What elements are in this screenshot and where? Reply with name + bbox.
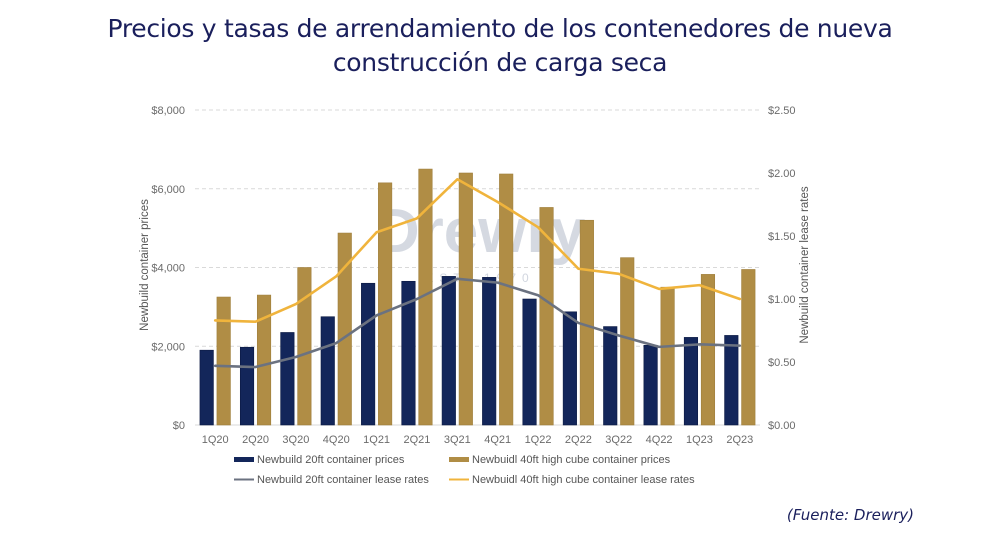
bar-20ft-price bbox=[724, 335, 739, 426]
watermark: Drewry EST. 1970 bbox=[375, 197, 586, 285]
bar-40ft-price bbox=[539, 207, 554, 426]
watermark-subtext: EST. 1970 bbox=[425, 271, 534, 285]
x-tick-label: 2Q20 bbox=[242, 434, 269, 446]
bars bbox=[199, 168, 756, 426]
x-tick-label: 1Q23 bbox=[686, 434, 713, 446]
chart-title: Precios y tasas de arrendamiento de los … bbox=[0, 12, 1000, 80]
bar-40ft-price bbox=[579, 219, 594, 426]
x-tick-label: 3Q21 bbox=[444, 434, 471, 446]
bar-40ft-price bbox=[297, 267, 312, 426]
x-axis: 1Q20 2Q20 3Q20 4Q20 1Q21 2Q21 3Q21 4Q21 1Q22 2Q22… bbox=[202, 434, 754, 446]
legend-swatch bbox=[449, 457, 469, 462]
bar-40ft-price bbox=[660, 286, 675, 426]
legend-item-20ft-prices: Newbuild 20ft container prices bbox=[234, 454, 405, 466]
bar-20ft-price bbox=[603, 326, 618, 426]
bar-20ft-price bbox=[239, 346, 255, 426]
bar-20ft-price bbox=[441, 276, 456, 426]
y-tick-label: $2,000 bbox=[151, 341, 185, 353]
chart-title-line-2: construcción de carga seca bbox=[332, 48, 668, 77]
y2-tick-label: $2.00 bbox=[768, 168, 796, 180]
y-tick-label: $8,000 bbox=[151, 105, 185, 117]
y-axis-right-title: Newbuild container lease rates bbox=[799, 186, 811, 344]
line-20ft-lease-rate bbox=[213, 277, 742, 369]
bar-20ft-price bbox=[401, 280, 416, 426]
legend-label: Newbuild 20ft container prices bbox=[257, 454, 405, 466]
y2-tick-label: $2.50 bbox=[768, 105, 796, 117]
x-tick-label: 4Q21 bbox=[484, 434, 511, 446]
y-tick-label: $6,000 bbox=[151, 184, 185, 196]
bar-40ft-price bbox=[458, 172, 473, 426]
y2-tick-label: $0.50 bbox=[768, 357, 796, 369]
x-tick-label: 3Q20 bbox=[282, 434, 309, 446]
watermark-text: Drewry bbox=[375, 197, 586, 266]
legend-item-40ft-lease-rates: Newbuidl 40ft high cube container lease … bbox=[449, 474, 695, 486]
gridlines bbox=[195, 109, 760, 426]
y-axis-left: $0 $2,000 $4,000 $6,000 $8,000 bbox=[151, 105, 185, 432]
legend-label: Newbuidl 40ft high cube container prices bbox=[472, 454, 671, 466]
x-tick-label: 2Q23 bbox=[726, 434, 753, 446]
bar-20ft-price bbox=[361, 282, 376, 426]
bar-40ft-price bbox=[700, 274, 716, 426]
bar-20ft-price bbox=[482, 277, 497, 426]
y2-tick-label: $1.00 bbox=[768, 294, 796, 306]
y-tick-label: $0 bbox=[173, 420, 185, 432]
legend-item-20ft-lease-rates: Newbuild 20ft container lease rates bbox=[234, 474, 429, 486]
x-tick-label: 2Q21 bbox=[404, 434, 431, 446]
y-tick-label: $4,000 bbox=[151, 263, 185, 275]
bar-40ft-price bbox=[741, 269, 756, 426]
legend-item-40ft-prices: Newbuidl 40ft high cube container prices bbox=[449, 454, 671, 466]
x-tick-label: 1Q21 bbox=[363, 434, 390, 446]
bar-40ft-price bbox=[337, 232, 352, 426]
source-note: (Fuente: Drewry) bbox=[786, 506, 914, 524]
bar-20ft-price bbox=[320, 316, 335, 426]
bar-40ft-price bbox=[256, 294, 272, 426]
legend-label: Newbuild 20ft container lease rates bbox=[257, 474, 429, 486]
bar-20ft-price bbox=[643, 344, 658, 426]
x-tick-label: 2Q22 bbox=[565, 434, 592, 446]
bar-40ft-price bbox=[620, 257, 635, 426]
x-tick-label: 4Q22 bbox=[646, 434, 673, 446]
bar-20ft-price bbox=[683, 337, 699, 426]
legend-swatch bbox=[234, 457, 254, 462]
x-tick-label: 3Q22 bbox=[605, 434, 632, 446]
x-tick-label: 1Q20 bbox=[202, 434, 229, 446]
y-axis-right: $0.00 $0.50 $1.00 $1.50 $2.00 $2.50 bbox=[768, 105, 796, 432]
y-axis-left-title: Newbuild container prices bbox=[139, 199, 151, 331]
bar-40ft-price bbox=[378, 182, 393, 426]
line-40ft-lease-rate bbox=[213, 178, 742, 323]
lines bbox=[213, 178, 742, 369]
bar-20ft-price bbox=[199, 349, 214, 426]
bar-20ft-price bbox=[562, 311, 577, 426]
bar-20ft-price bbox=[522, 298, 537, 426]
x-tick-label: 4Q20 bbox=[323, 434, 350, 446]
x-tick-label: 1Q22 bbox=[525, 434, 552, 446]
bar-40ft-price bbox=[499, 173, 514, 426]
bar-20ft-price bbox=[280, 332, 295, 426]
legend-label: Newbuidl 40ft high cube container lease … bbox=[472, 474, 695, 486]
bar-40ft-price bbox=[216, 296, 231, 426]
legend: Newbuild 20ft container prices Newbuidl 4… bbox=[234, 454, 695, 486]
y2-tick-label: $1.50 bbox=[768, 231, 796, 243]
chart-title-line-1: Precios y tasas de arrendamiento de los … bbox=[107, 14, 893, 43]
y2-tick-label: $0.00 bbox=[768, 420, 796, 432]
